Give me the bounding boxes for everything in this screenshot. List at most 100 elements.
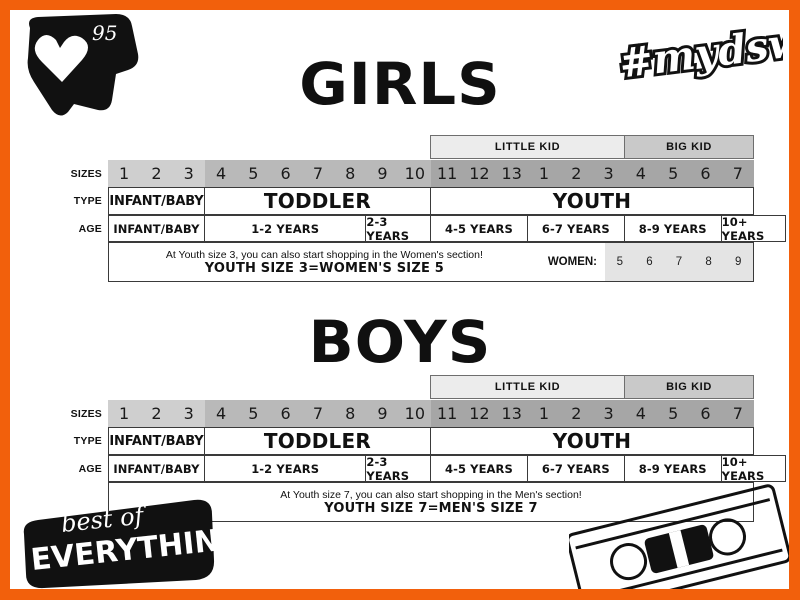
band-big-kid: BIG KID: [625, 135, 754, 159]
age-row: AGE INFANT/BABY 1-2 YEARS 2-3 YEARS 4-5 YEA…: [66, 455, 787, 483]
heart-badge-icon: 95: [27, 14, 139, 116]
size-cell: 7: [301, 160, 335, 187]
row-label-spacer: [66, 242, 108, 282]
age-cell: 2-3 YEARS: [366, 215, 431, 243]
size-chart-girls: LITTLE KID BIG KID SIZES 1 2 3 4 5 6 7 8 9 10 11 12…: [66, 135, 787, 282]
size-cell: 1: [108, 160, 141, 187]
heart-badge-number: 95: [92, 21, 117, 45]
size-cell: 4: [204, 160, 238, 187]
row-label-age: AGE: [78, 222, 102, 235]
type-cell: TODDLER: [204, 427, 431, 455]
row-label-type: TYPE: [73, 195, 102, 207]
age-cells: INFANT/BABY 1-2 YEARS 2-3 YEARS 4-5 YEARS 6-…: [108, 215, 787, 243]
row-label-sizes: SIZES: [70, 407, 102, 420]
size-cell: 6: [269, 160, 302, 187]
sizes-cells: 1 2 3 4 5 6 7 8 9 10 11 12 13 1 2 3 4 5 6 7: [108, 160, 754, 187]
note-text: At Youth size 3, you can also start shop…: [109, 243, 540, 281]
type-cell: INFANT/BABY: [108, 187, 205, 215]
size-cell: 12: [463, 400, 496, 427]
size-cell: 1: [108, 400, 141, 427]
age-row: AGE INFANT/BABY 1-2 YEARS 2-3 YEARS 4-5 YEA…: [66, 215, 787, 243]
row-label-spacer: [66, 135, 108, 159]
note-box: At Youth size 7, you can also start shop…: [108, 482, 754, 522]
infographic-sheet: 95 #mydsw #mydsw GIRLS BOYS LITTLE KID B…: [10, 10, 789, 589]
age-cell: 6-7 YEARS: [527, 455, 625, 482]
sizes-row: SIZES 1 2 3 4 5 6 7 8 9 10 11 12 13 1 2 3 4 5 6 7: [66, 400, 754, 427]
age-cell: 10+ YEARS: [721, 455, 787, 483]
type-cell: YOUTH: [430, 187, 754, 215]
size-cell: 3: [592, 400, 625, 427]
band-big-kid: BIG KID: [625, 375, 754, 399]
size-cell: 2: [560, 160, 593, 187]
size-cell: 1: [527, 400, 561, 427]
size-cell: 3: [172, 400, 205, 427]
size-cell: 6: [269, 400, 302, 427]
row-label-age: AGE: [78, 462, 102, 475]
size-cell: 6: [689, 400, 722, 427]
size-cell: 5: [237, 160, 270, 187]
hashtag-fill: #mydsw: [617, 18, 783, 87]
age-cell: INFANT/BABY: [108, 215, 205, 242]
size-cell: 6: [689, 160, 722, 187]
size-cell: 10: [398, 160, 431, 187]
note-text: At Youth size 7, you can also start shop…: [109, 483, 753, 521]
age-cell: 6-7 YEARS: [527, 215, 625, 242]
age-cell: 2-3 YEARS: [366, 455, 431, 483]
size-cell: 4: [204, 400, 238, 427]
age-cell: 4-5 YEARS: [430, 215, 528, 242]
size-cell: 5: [657, 160, 690, 187]
age-cells: INFANT/BABY 1-2 YEARS 2-3 YEARS 4-5 YEARS 6-…: [108, 455, 787, 483]
band-spacer: [108, 135, 430, 159]
conversion-size-cell: 7: [675, 256, 683, 268]
note-row: At Youth size 3, you can also start shop…: [66, 242, 754, 282]
size-cell: 3: [592, 160, 625, 187]
age-cell: 8-9 YEARS: [624, 215, 722, 242]
size-cell: 7: [721, 160, 754, 187]
size-cell: 8: [334, 160, 367, 187]
size-cell: 5: [237, 400, 270, 427]
row-label-spacer: [66, 482, 108, 522]
page-title-boys: BOYS: [308, 308, 492, 376]
row-label-type: TYPE: [73, 435, 102, 447]
size-cell: 7: [301, 400, 335, 427]
size-cell: 8: [334, 400, 367, 427]
size-chart-boys: LITTLE KID BIG KID SIZES 1 2 3 4 5 6 7 8 9 10 11 12…: [66, 375, 787, 522]
sizes-cells: 1 2 3 4 5 6 7 8 9 10 11 12 13 1 2 3 4 5 6 7: [108, 400, 754, 427]
size-cell: 9: [366, 400, 399, 427]
size-cell: 11: [430, 160, 464, 187]
type-row: TYPE INFANT/BABY TODDLER YOUTH: [66, 427, 754, 455]
size-cell: 12: [463, 160, 496, 187]
size-cell: 2: [560, 400, 593, 427]
hashtag-outline: #mydsw: [617, 18, 783, 87]
size-cell: 4: [624, 160, 658, 187]
sizes-row: SIZES 1 2 3 4 5 6 7 8 9 10 11 12 13 1 2 3 4 5 6 7: [66, 160, 754, 187]
kid-band-row: LITTLE KID BIG KID: [66, 375, 754, 399]
conversion-sizes: 5 6 7 8 9: [605, 243, 753, 281]
type-cells: INFANT/BABY TODDLER YOUTH: [108, 427, 754, 455]
conversion-size-cell: 6: [646, 256, 653, 268]
age-cell: 1-2 YEARS: [204, 455, 367, 482]
size-cell: 2: [140, 400, 173, 427]
note-line-2: YOUTH SIZE 3=WOMEN'S SIZE 5: [204, 260, 445, 276]
note-row: At Youth size 7, you can also start shop…: [66, 482, 754, 522]
size-cell: 5: [657, 400, 690, 427]
type-cells: INFANT/BABY TODDLER YOUTH: [108, 187, 754, 215]
note-box: At Youth size 3, you can also start shop…: [108, 242, 754, 282]
size-cell: 10: [398, 400, 431, 427]
size-cell: 7: [721, 400, 754, 427]
age-cell: INFANT/BABY: [108, 455, 205, 482]
row-label-spacer: [66, 375, 108, 399]
everything-text: EVERYTHING: [29, 521, 218, 578]
size-cell: 2: [140, 160, 173, 187]
size-cell: 11: [430, 400, 464, 427]
band-spacer: [108, 375, 430, 399]
size-cell: 13: [495, 160, 528, 187]
conversion-size-cell: 9: [734, 256, 742, 268]
age-cell: 8-9 YEARS: [624, 455, 722, 482]
note-line-1: At Youth size 3, you can also start shop…: [165, 248, 483, 261]
type-cell: YOUTH: [430, 427, 754, 455]
band-little-kid: LITTLE KID: [430, 375, 625, 399]
type-row: TYPE INFANT/BABY TODDLER YOUTH: [66, 187, 754, 215]
hashtag-mydsw-logo: #mydsw #mydsw: [614, 18, 783, 90]
